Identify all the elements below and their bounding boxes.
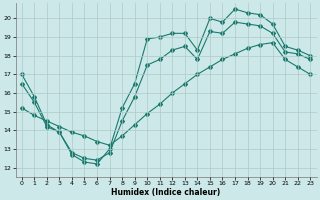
X-axis label: Humidex (Indice chaleur): Humidex (Indice chaleur) (111, 188, 221, 197)
